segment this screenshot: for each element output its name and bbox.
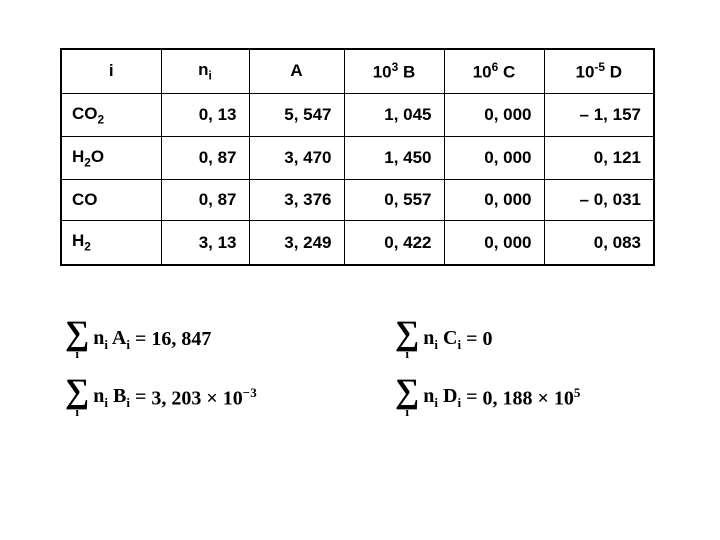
cell-C: 0, 000 [444,93,544,136]
equation-sumC: ∑ i ni Ci = 0 [395,320,492,360]
equation-sumB: ∑ i ni Bi = 3, 203 × 10−3 [65,378,395,418]
cell-ni: 0, 87 [161,180,249,221]
row-label: CO2 [61,93,161,136]
row-label: H2O [61,137,161,180]
cell-D: – 1, 157 [544,93,654,136]
table-row: CO 0, 87 3, 376 0, 557 0, 000 – 0, 031 [61,180,654,221]
col-A: A [249,49,344,93]
row-label: CO [61,180,161,221]
sigma-icon: ∑ i [395,320,419,360]
col-i: i [61,49,161,93]
table-row: CO2 0, 13 5, 547 1, 045 0, 000 – 1, 157 [61,93,654,136]
eq-lhs: ni Ci [423,327,461,353]
eq-rhs: 16, 847 [151,328,211,351]
cell-C: 0, 000 [444,180,544,221]
col-D: 10-5 D [544,49,654,93]
cell-C: 0, 000 [444,137,544,180]
cell-C: 0, 000 [444,221,544,265]
eq-lhs: ni Ai [93,327,130,353]
cell-ni: 0, 13 [161,93,249,136]
cell-D: – 0, 031 [544,180,654,221]
col-B: 103 B [344,49,444,93]
cell-B: 0, 422 [344,221,444,265]
equation-sumA: ∑ i ni Ai = 16, 847 [65,320,395,360]
cell-A: 3, 376 [249,180,344,221]
cell-B: 0, 557 [344,180,444,221]
cell-ni: 0, 87 [161,137,249,180]
col-C: 106 C [444,49,544,93]
eq-rhs: 3, 203 × 10−3 [151,385,256,411]
cell-D: 0, 121 [544,137,654,180]
equation-sumD: ∑ i ni Di = 0, 188 × 105 [395,378,580,418]
cell-B: 1, 045 [344,93,444,136]
cell-ni: 3, 13 [161,221,249,265]
table-row: H2O 0, 87 3, 470 1, 450 0, 000 0, 121 [61,137,654,180]
eq-lhs: ni Bi [93,385,130,411]
equations-area: ∑ i ni Ai = 16, 847 ∑ i ni Ci = 0 ∑ i ni… [65,320,675,436]
cell-A: 3, 249 [249,221,344,265]
cell-A: 3, 470 [249,137,344,180]
table-row: H2 3, 13 3, 249 0, 422 0, 000 0, 083 [61,221,654,265]
data-table: i ni A 103 B 106 C 10-5 D CO2 0, 13 5, 5… [60,48,655,266]
sigma-icon: ∑ i [65,378,89,418]
eq-rhs: 0 [482,328,492,351]
table-body: CO2 0, 13 5, 547 1, 045 0, 000 – 1, 157 … [61,93,654,265]
cell-A: 5, 547 [249,93,344,136]
eq-rhs: 0, 188 × 105 [482,385,580,411]
eq-lhs: ni Di [423,385,461,411]
coefficients-table: i ni A 103 B 106 C 10-5 D CO2 0, 13 5, 5… [60,48,655,266]
sigma-icon: ∑ i [65,320,89,360]
row-label: H2 [61,221,161,265]
sigma-icon: ∑ i [395,378,419,418]
col-ni: ni [161,49,249,93]
header-row: i ni A 103 B 106 C 10-5 D [61,49,654,93]
cell-D: 0, 083 [544,221,654,265]
cell-B: 1, 450 [344,137,444,180]
